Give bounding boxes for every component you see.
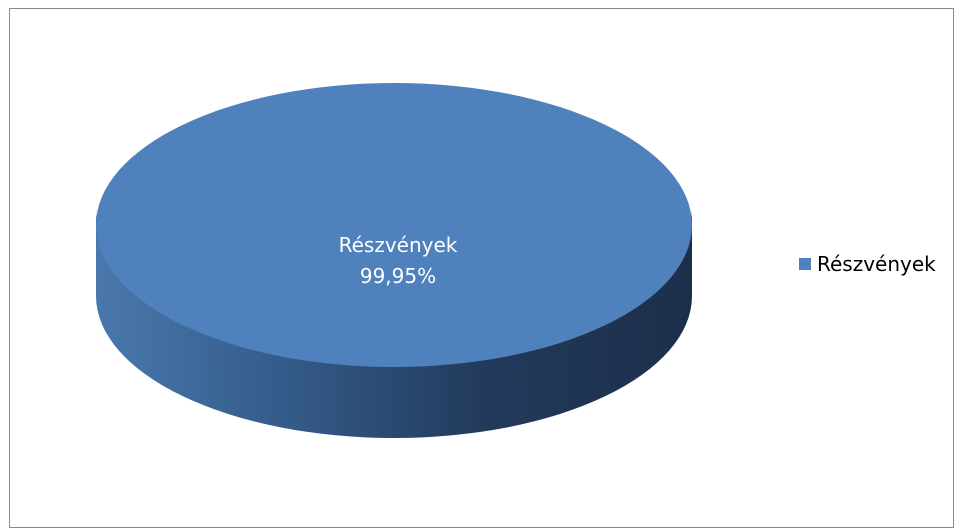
- pie-slice-top[interactable]: [96, 83, 692, 367]
- data-label-name: Részvények: [339, 233, 458, 257]
- data-label-value: 99,95%: [360, 264, 436, 288]
- legend: Részvények: [799, 252, 936, 276]
- pie-chart: Részvények 99,95% Részvények: [96, 83, 936, 438]
- legend-swatch: [799, 258, 811, 270]
- legend-label: Részvények: [817, 252, 936, 276]
- pie-slice-side: [96, 210, 692, 438]
